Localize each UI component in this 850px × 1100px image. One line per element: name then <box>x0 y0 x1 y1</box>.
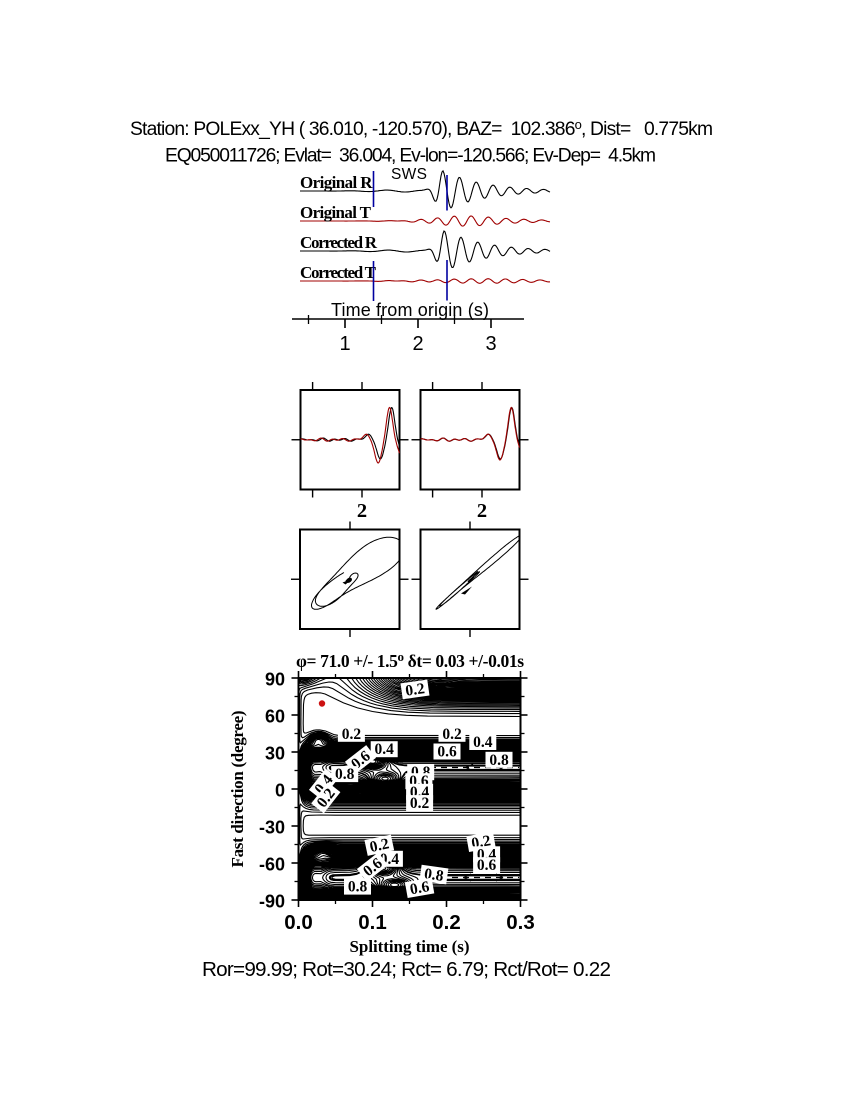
svg-text:0.2: 0.2 <box>432 911 461 934</box>
svg-text:0: 0 <box>275 781 285 801</box>
svg-text:Corrected R: Corrected R <box>300 233 378 252</box>
svg-text:SWS: SWS <box>391 166 427 183</box>
svg-text:0.8: 0.8 <box>489 752 509 769</box>
svg-text:EQ050011726; Evlat= 36.004, E: EQ050011726; Evlat= 36.004, Ev-lon=-120.… <box>165 146 656 167</box>
svg-text:0.2: 0.2 <box>404 680 426 700</box>
svg-text:Original R: Original R <box>300 173 373 192</box>
svg-text:30: 30 <box>265 744 285 764</box>
svg-text:60: 60 <box>265 707 285 727</box>
svg-text:0.0: 0.0 <box>284 911 313 934</box>
svg-text:0.2: 0.2 <box>410 795 430 812</box>
svg-text:2: 2 <box>477 500 487 522</box>
svg-text:2: 2 <box>357 500 367 522</box>
svg-text:0.6: 0.6 <box>409 878 431 898</box>
svg-text:0.4: 0.4 <box>375 741 395 758</box>
svg-text:-30: -30 <box>259 818 285 838</box>
svg-text:0.8: 0.8 <box>335 766 355 783</box>
svg-text:0.2: 0.2 <box>442 726 462 743</box>
svg-text:0.4: 0.4 <box>473 734 493 751</box>
svg-text:-60: -60 <box>259 855 285 875</box>
svg-text:1: 1 <box>339 333 350 355</box>
svg-text:-90: -90 <box>259 892 285 912</box>
svg-text:0.8: 0.8 <box>348 879 368 896</box>
svg-text:0.3: 0.3 <box>506 911 535 934</box>
svg-text:Fast direction (degree): Fast direction (degree) <box>228 711 247 868</box>
svg-text:2: 2 <box>412 333 423 355</box>
svg-text:Corrected T: Corrected T <box>300 263 377 282</box>
svg-text:Original T: Original T <box>300 203 372 222</box>
svg-text:Time from origin (s): Time from origin (s) <box>331 300 489 320</box>
svg-text:Splitting time (s): Splitting time (s) <box>350 937 470 956</box>
svg-text:φ= 71.0 +/- 1.5o δt= 0.03 +/-0: φ= 71.0 +/- 1.5o δt= 0.03 +/-0.01s <box>296 649 524 671</box>
svg-text:Ror=99.99; Rot=30.24; Rct= 6.7: Ror=99.99; Rot=30.24; Rct= 6.79; Rct/Rot… <box>202 958 611 981</box>
svg-text:0.1: 0.1 <box>358 911 387 934</box>
svg-text:3: 3 <box>485 333 496 355</box>
svg-text:Station: POLExx_YH ( 36.010, -: Station: POLExx_YH ( 36.010, -120.570), … <box>130 117 713 140</box>
svg-text:90: 90 <box>265 670 285 690</box>
svg-text:0.6: 0.6 <box>477 857 497 874</box>
svg-text:0.2: 0.2 <box>342 726 362 743</box>
svg-text:0.6: 0.6 <box>437 744 457 761</box>
